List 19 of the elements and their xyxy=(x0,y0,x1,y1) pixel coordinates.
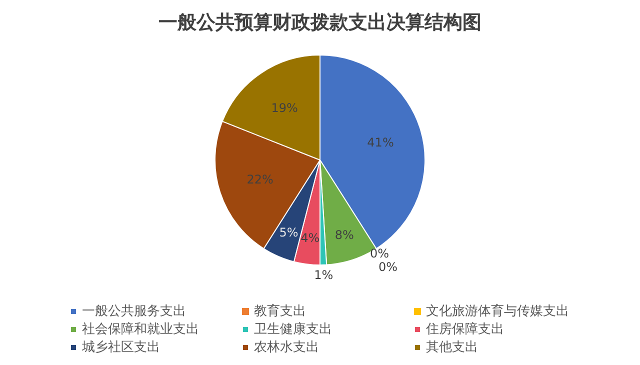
data-label: 41% xyxy=(367,135,394,150)
data-label: 22% xyxy=(246,172,274,186)
data-label: 19% xyxy=(271,100,298,115)
legend-label: 教育支出 xyxy=(254,303,306,319)
text: 0% xyxy=(370,246,389,261)
legend-label: 社会保障和就业支出 xyxy=(82,322,199,337)
chart-title: 一般公共预算财政拨款支出决算结构图 xyxy=(158,12,482,34)
legend-label: 卫生健康支出 xyxy=(254,322,332,337)
text: 0% xyxy=(378,260,398,274)
data-label: 5% xyxy=(279,225,298,240)
data-label: 1% xyxy=(314,268,334,282)
legend-label: 住房保障支出 xyxy=(425,321,504,337)
legend-label: 农林水支出 xyxy=(254,340,319,355)
legend-label: 文化旅游体育与传媒支出 xyxy=(426,303,569,319)
legend-label: 其他支出 xyxy=(426,340,478,355)
legend-label: 城乡社区支出 xyxy=(81,340,160,355)
data-label: 4% xyxy=(300,231,320,246)
data-label: 8% xyxy=(334,228,354,242)
legend-label: 一般公共服务支出 xyxy=(82,304,186,319)
